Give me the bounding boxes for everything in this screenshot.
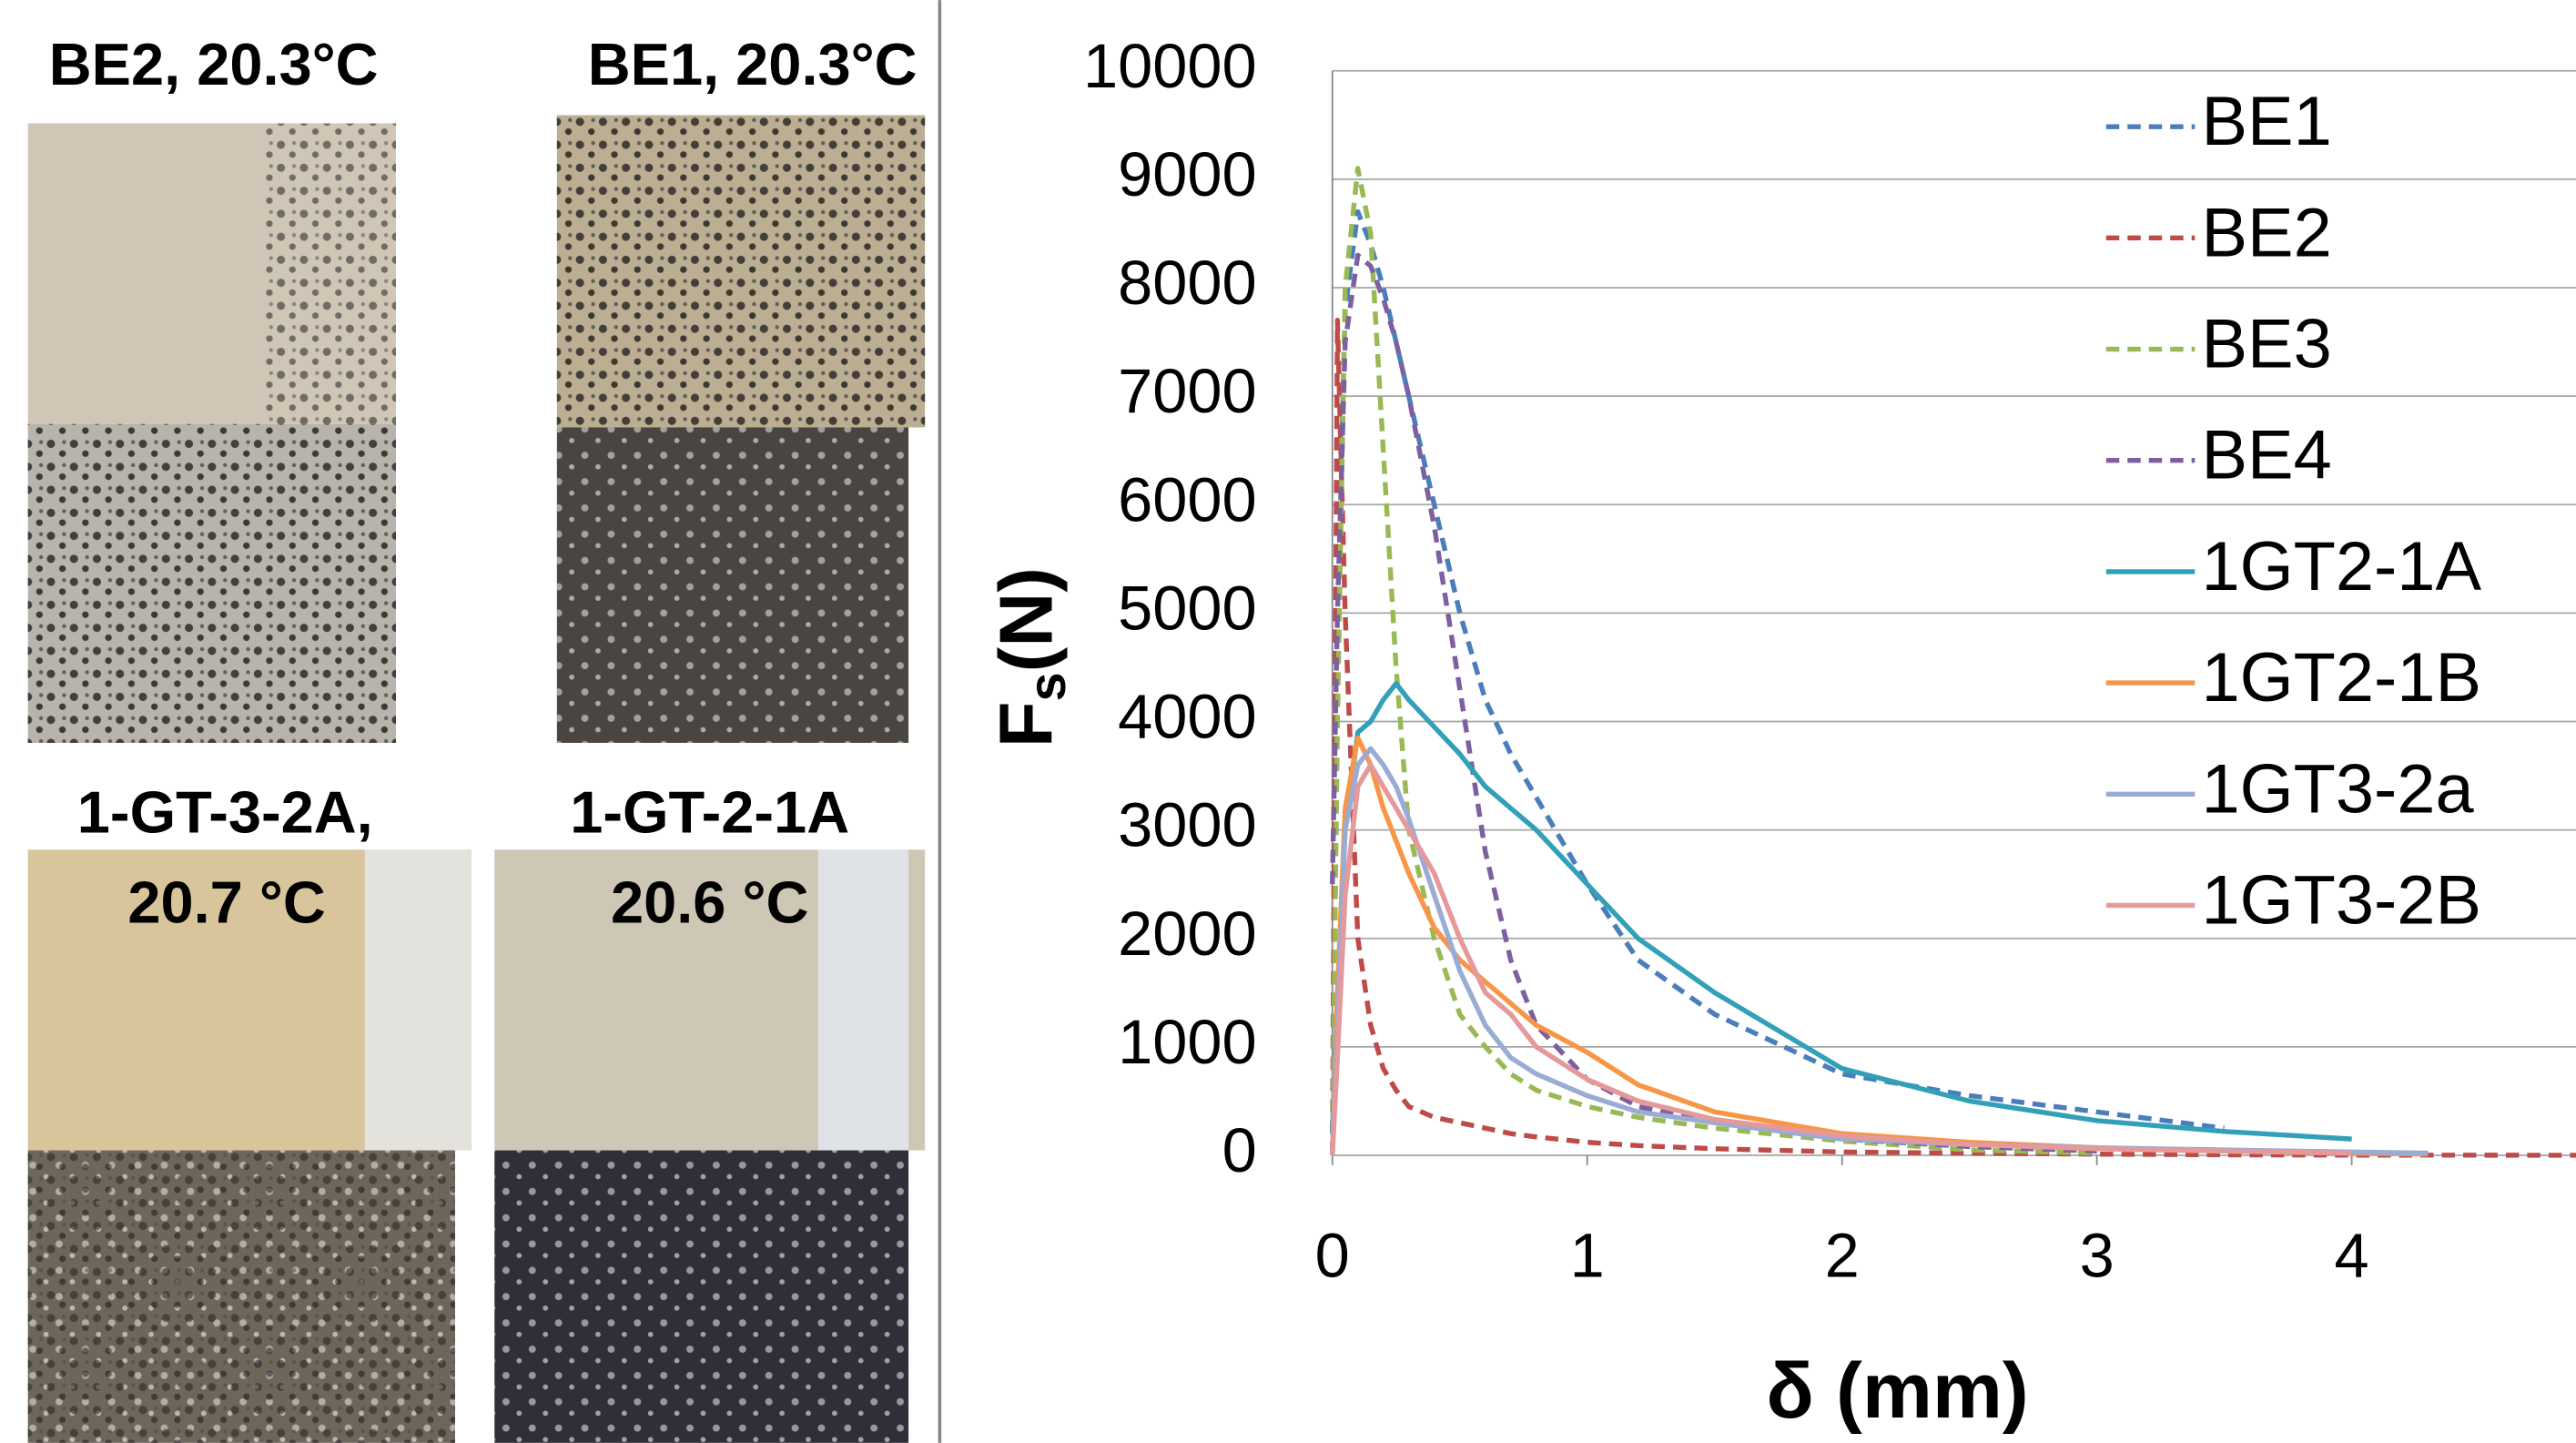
x-tick-label: 2	[1825, 1221, 1860, 1291]
legend-label: BE3	[2201, 306, 2331, 383]
y-axis-label: Fs(N)	[983, 567, 1077, 747]
y-tick-label: 3000	[1118, 790, 1257, 860]
x-tick-label: 0	[1315, 1221, 1350, 1291]
legend-label: 1GT2-1B	[2201, 639, 2481, 716]
photo-be1	[556, 115, 926, 743]
y-tick-label: 0	[1222, 1115, 1257, 1185]
legend-label: 1GT3-2a	[2201, 750, 2474, 828]
y-tick-label: 10000	[1083, 31, 1257, 101]
y-tick-label: 6000	[1118, 464, 1257, 534]
photo-1gt32a	[27, 849, 472, 1443]
panel-label: BE1, 20.3°C	[588, 31, 918, 97]
series-line	[1330, 166, 2097, 1156]
series-line	[1330, 318, 2576, 1158]
y-tick-label: 5000	[1118, 573, 1257, 643]
y-label-main: F	[983, 701, 1068, 747]
x-tick-label: 3	[2080, 1221, 2115, 1291]
panel-label: 1-GT-2-1A	[570, 778, 849, 845]
x-axis-label: δ (mm)	[1766, 1347, 2028, 1435]
series-line	[1330, 762, 2352, 1156]
y-tick-label: 4000	[1118, 682, 1257, 752]
legend-label: 1GT3-2B	[2201, 861, 2481, 939]
series-line	[1330, 208, 2225, 1156]
y-tick-label: 8000	[1118, 248, 1257, 318]
y-tick-label: 1000	[1118, 1007, 1257, 1077]
x-tick-label: 1	[1570, 1221, 1605, 1291]
y-label-sub: s	[1019, 672, 1077, 701]
x-tick-label: 4	[2335, 1221, 2369, 1291]
y-tick-label: 9000	[1118, 139, 1257, 209]
legend-label: BE2	[2201, 194, 2331, 271]
photo-1gt21a	[494, 849, 926, 1443]
photo-be2	[27, 123, 396, 743]
panel-label: 1-GT-3-2A,	[77, 778, 373, 845]
legend-label: BE1	[2201, 83, 2331, 160]
y-tick-label: 7000	[1118, 356, 1257, 426]
legend-label: BE4	[2201, 417, 2331, 494]
y-label-unit: (N)	[983, 567, 1068, 672]
panel-label: BE2, 20.3°C	[49, 31, 379, 97]
panel-label: 20.6 °C	[611, 869, 808, 936]
panel-label: 20.7 °C	[127, 869, 325, 936]
series-line	[1330, 681, 2352, 1142]
legend-label: 1GT2-1A	[2201, 528, 2481, 605]
y-tick-label: 2000	[1118, 899, 1257, 969]
